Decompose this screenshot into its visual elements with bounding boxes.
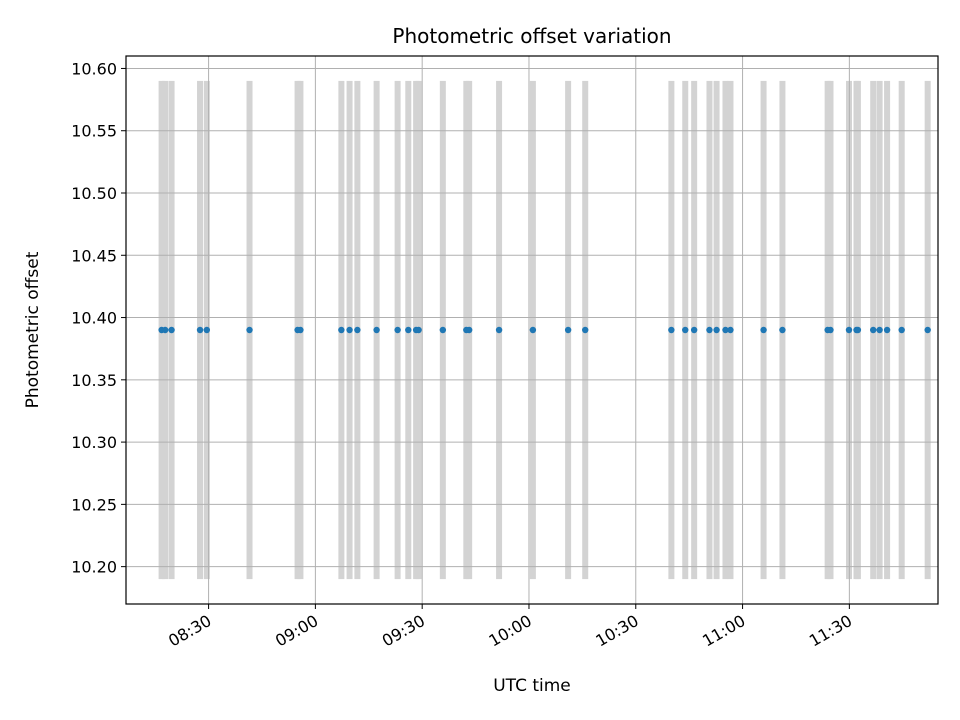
x-tick-label: 11:00 [699,611,748,651]
data-point [898,326,905,334]
data-point [713,326,720,334]
data-points [158,326,931,334]
x-tick-label: 10:30 [592,611,641,651]
data-point [706,326,713,334]
data-point [682,326,689,334]
data-point [246,326,253,334]
x-axis-label: UTC time [493,676,571,696]
data-point [845,326,853,334]
y-tick-label: 10.40 [71,309,117,328]
data-point [690,326,698,334]
y-tick-label: 10.30 [71,433,117,452]
data-point [168,326,175,334]
data-point [564,326,572,334]
data-point [495,326,503,334]
data-point [465,326,473,334]
data-point [870,326,877,334]
chart-title: Photometric offset variation [392,24,671,48]
data-point [394,326,401,334]
data-point [722,326,729,334]
y-tick-label: 10.35 [71,371,117,390]
data-point [354,326,361,334]
y-tick-label: 10.25 [71,495,117,514]
y-tick-label: 10.60 [71,59,117,78]
y-axis-ticks: 10.20 10.25 10.30 10.35 10.40 10.45 10.50 10.55… [71,59,126,577]
data-point [415,326,422,334]
x-tick-label: 11:30 [806,611,855,651]
data-point [161,326,169,334]
plot-frame [125,55,939,605]
data-point [582,326,589,334]
x-tick-label: 10:00 [486,611,535,651]
data-point [824,326,831,334]
data-point [760,326,767,334]
y-tick-label: 10.50 [71,184,117,203]
data-point [196,326,204,334]
data-point [854,326,862,334]
y-axis-label: Photometric offset [23,251,43,408]
data-point [883,326,891,334]
data-point [668,326,675,334]
x-axis-ticks: 08:30 09:00 09:30 10:00 10:30 11:00 11:30 [165,604,855,651]
y-tick-label: 10.55 [71,122,117,141]
data-point [439,326,447,334]
data-point [924,326,931,334]
x-tick-label: 09:00 [272,611,321,651]
data-point [876,326,883,334]
data-point [779,326,786,334]
data-point [338,326,345,334]
data-point [529,326,537,334]
x-tick-label: 08:30 [165,611,214,651]
data-point [297,326,304,334]
data-point [203,326,211,334]
data-point [727,326,734,334]
data-point [346,326,353,334]
data-point [405,326,412,334]
data-point [373,326,380,334]
y-tick-label: 10.20 [71,558,117,577]
x-tick-label: 09:30 [379,611,428,651]
y-tick-label: 10.45 [71,246,117,265]
